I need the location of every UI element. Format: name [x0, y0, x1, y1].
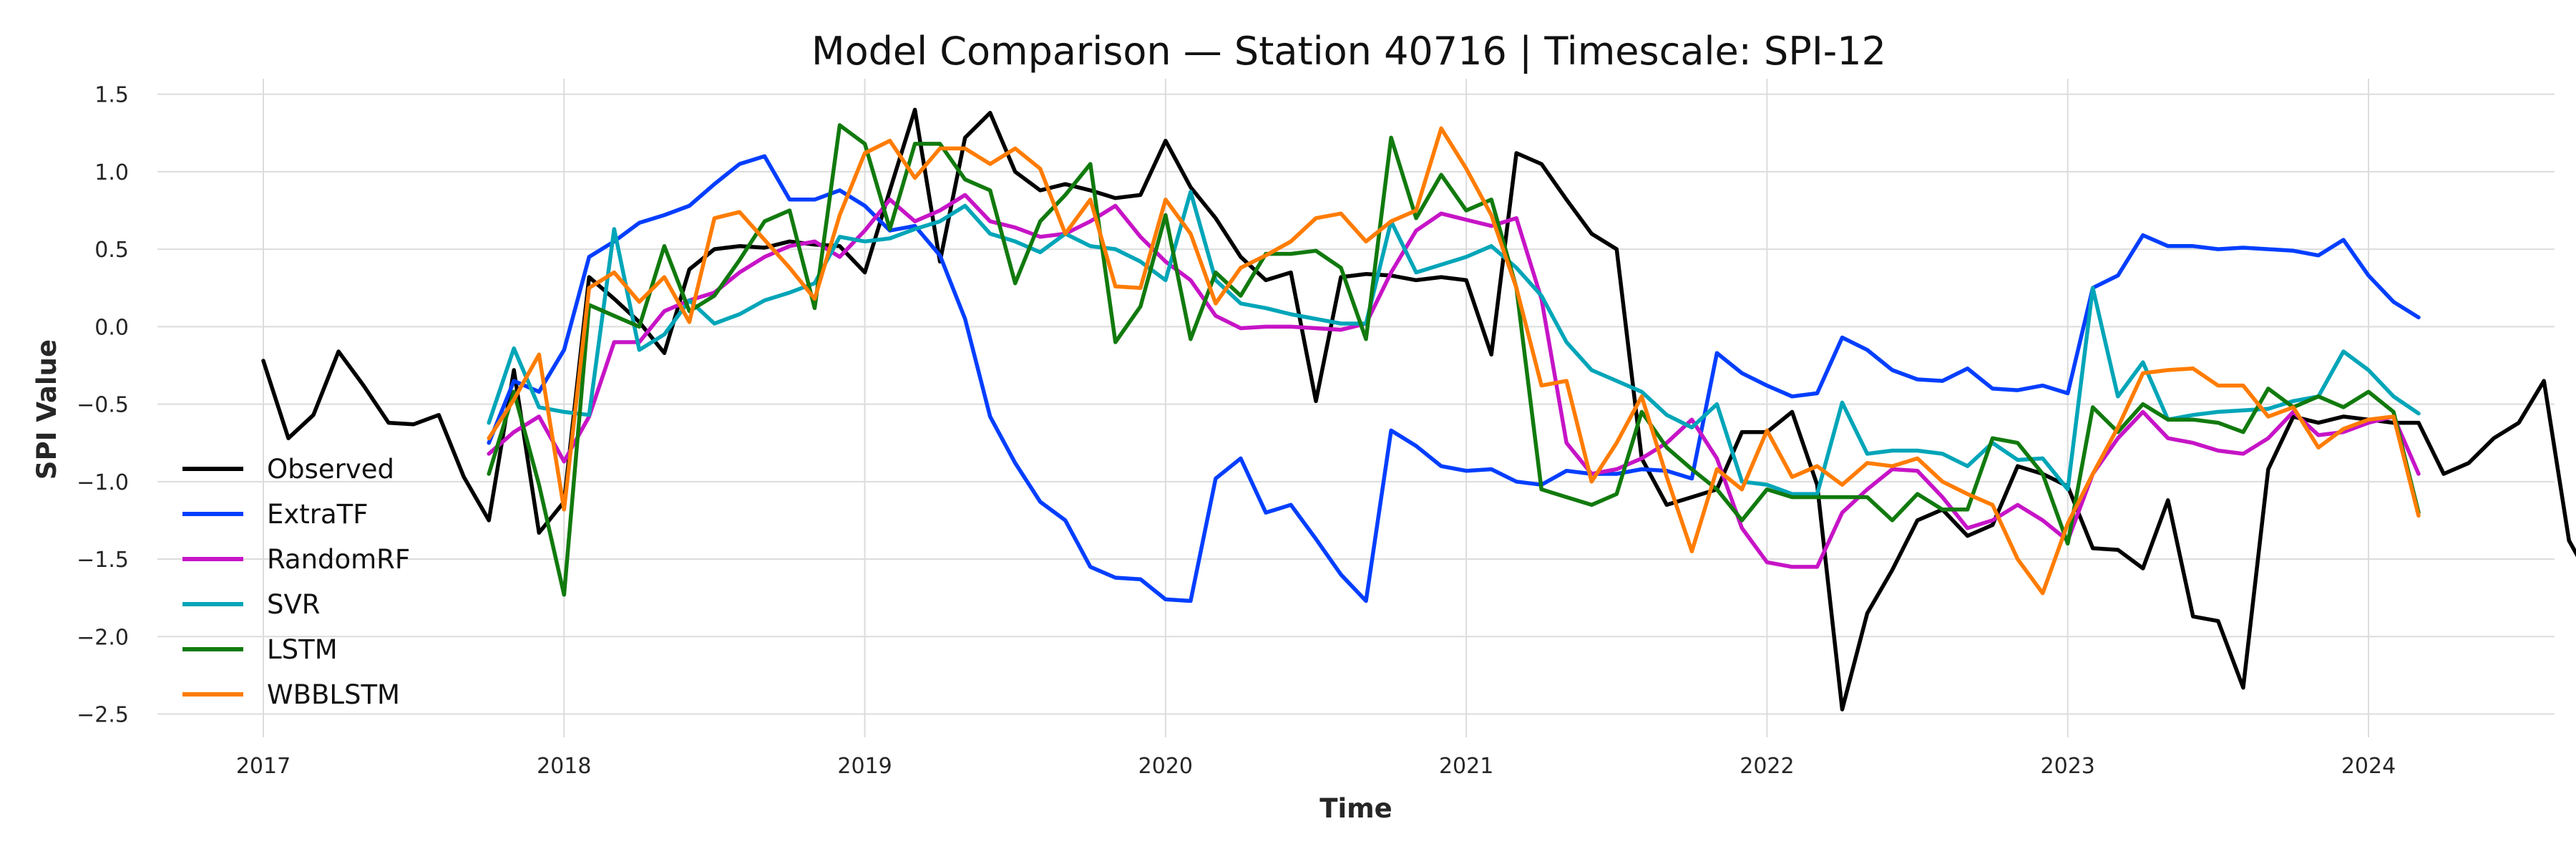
- y-tick-label: 0.5: [94, 238, 129, 263]
- legend-label-extratf: ExtraTF: [267, 499, 369, 530]
- series-line-wbblstm: [487, 126, 2421, 596]
- y-tick-label: −0.5: [77, 393, 129, 418]
- x-axis-label: Time: [1319, 793, 1392, 824]
- x-tick-label: 2017: [236, 754, 291, 779]
- legend-label-svr: SVR: [267, 589, 321, 620]
- x-tick-label: 2018: [537, 754, 591, 779]
- gridlines: [157, 79, 2555, 737]
- series-line-observed: [261, 107, 2576, 712]
- x-tick-label: 2019: [837, 754, 892, 779]
- y-tick-label: 0.0: [94, 315, 129, 340]
- legend-label-lstm: LSTM: [267, 634, 338, 665]
- y-tick-label: −2.0: [77, 625, 129, 650]
- y-tick-label: 1.5: [94, 83, 129, 108]
- x-tick-label: 2022: [1740, 754, 1794, 779]
- y-tick-label: −1.5: [77, 548, 129, 573]
- x-axis-ticks: 2017 2018 2019 2020 2021 2022 2023 2024: [236, 754, 2396, 779]
- y-tick-label: −1.0: [77, 470, 129, 495]
- x-tick-label: 2023: [2041, 754, 2095, 779]
- chart-title: Model Comparison — Station 40716 | Times…: [811, 29, 1886, 74]
- y-axis-ticks: 1.5 1.0 0.5 0.0 −0.5 −1.0 −1.5 −2.0 −2.5: [77, 83, 129, 728]
- y-tick-label: 1.0: [94, 160, 129, 185]
- legend-label-observed: Observed: [267, 454, 394, 485]
- legend: Observed ExtraTF RandomRF SVR LSTM WBBLSTM: [182, 454, 410, 710]
- y-axis-label: SPI Value: [31, 339, 62, 480]
- y-tick-label: −2.5: [77, 703, 129, 728]
- legend-label-randomrf: RandomRF: [267, 544, 410, 575]
- x-tick-label: 2024: [2341, 754, 2396, 779]
- legend-label-wbblstm: WBBLSTM: [267, 679, 400, 710]
- x-tick-label: 2021: [1439, 754, 1493, 779]
- data-series: [261, 107, 2576, 712]
- x-tick-label: 2020: [1138, 754, 1193, 779]
- series-line-extratf: [487, 154, 2421, 603]
